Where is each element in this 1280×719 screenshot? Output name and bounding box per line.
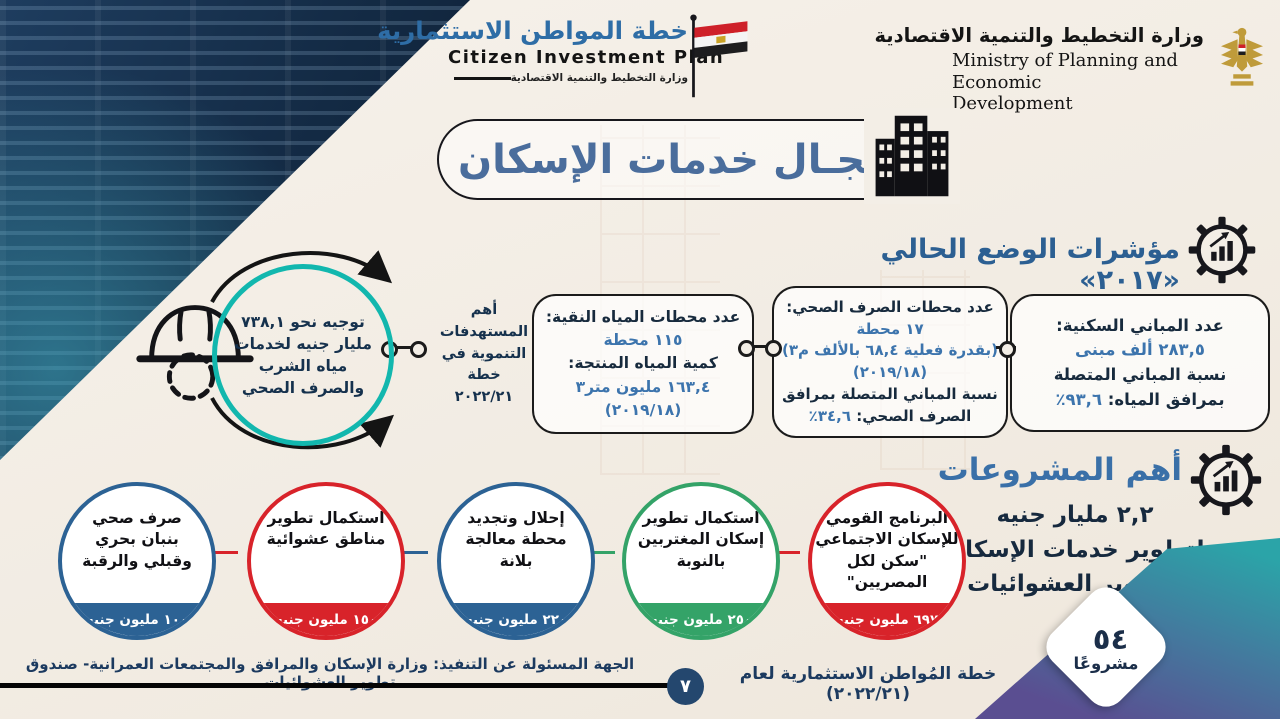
box-line: ١٧ محطة bbox=[856, 319, 924, 338]
projects-heading: أهم المشروعات bbox=[937, 452, 1182, 488]
building-icon bbox=[864, 108, 960, 204]
funding-circle: توجيه نحو ٧٣٨,١ مليار جنيه لخدمات مياه ا… bbox=[212, 264, 394, 446]
brand-left-subtitle-row: وزارة التخطيط والتنمية الاقتصادية bbox=[448, 72, 688, 84]
indicator-box-buildings: عدد المباني السكنية: ٢٨٣,٥ ألف مبنى نسبة… bbox=[1010, 294, 1270, 432]
box-line-value: ٣٤,٦٪ bbox=[808, 406, 851, 425]
footer-divider bbox=[0, 683, 670, 688]
project-name: صرف صحي بنبان بحري وقبلي والرقبة bbox=[82, 509, 192, 570]
box-line: (٢٠١٩/١٨) bbox=[604, 400, 682, 419]
connector-ring bbox=[738, 340, 755, 357]
project-circle-nubia-housing: استكمال تطوير إسكان المغتربين بالنوبة ٢٥… bbox=[622, 482, 780, 640]
egypt-flag-icon bbox=[688, 12, 752, 102]
brand-right-title-en: Ministry of Planning and Economic Develo… bbox=[952, 50, 1178, 115]
box-line: الصرف الصحي: ٣٤,٦٪ bbox=[774, 406, 1006, 428]
badge-content: ٥٤ مشروعًا bbox=[1058, 599, 1154, 695]
page-title: مجـال خدمات الإسكان bbox=[457, 136, 890, 183]
project-cost: ٢٢٠ مليون جنيه bbox=[441, 603, 591, 636]
projects-count-badge: ٥٤ مشروعًا bbox=[1038, 579, 1174, 715]
box-line-label: بمرافق المياه: bbox=[1107, 389, 1225, 409]
eagle-icon bbox=[1214, 24, 1270, 115]
page-title-pill: مجـال خدمات الإسكان bbox=[437, 119, 911, 200]
connector-ring bbox=[765, 340, 782, 357]
project-cost: ٢٥٠ مليون جنيه bbox=[626, 603, 776, 636]
gear-chart-icon bbox=[1186, 214, 1258, 290]
project-circle-informal-areas: استكمال تطوير مناطق عشوائية ١٥٠ مليون جن… bbox=[247, 482, 405, 640]
project-name: استكمال تطوير إسكان المغتربين بالنوبة bbox=[637, 509, 765, 570]
box-line: عدد محطات الصرف الصحي: bbox=[786, 297, 994, 316]
box-line-value: ٩٣,٦٪ bbox=[1055, 389, 1103, 409]
brand-right-title-ar: وزارة التخطيط والتنمية الاقتصادية bbox=[874, 24, 1204, 47]
box-line: (٢٠١٩/١٨) bbox=[852, 363, 928, 381]
targets-note: أهم المستهدفات التنموية في خطة ٢٠٢٢/٢١ bbox=[439, 302, 529, 405]
project-cost: ١٥٠ مليون جنيه bbox=[251, 603, 401, 636]
badge-value: ٥٤ bbox=[1092, 621, 1129, 656]
box-line: عدد المباني السكنية: bbox=[1056, 315, 1224, 335]
project-name: البرنامج القومي للإسكان الاجتماعي "سكن ل… bbox=[815, 509, 959, 592]
connector-ring bbox=[410, 341, 427, 358]
connector bbox=[738, 340, 782, 357]
box-line-label: الصرف الصحي: bbox=[856, 406, 972, 425]
page-number-badge: ٧ bbox=[667, 668, 704, 705]
project-circle-balana-plant: إحلال وتجديد محطة معالجة بلانة ٢٢٠ مليون… bbox=[437, 482, 595, 640]
brand-right-text: وزارة التخطيط والتنمية الاقتصادية Minist… bbox=[874, 24, 1204, 115]
brand-left: خطة المواطن الاستثمارية Citizen Investme… bbox=[377, 16, 725, 84]
curved-arrows-icon bbox=[192, 232, 406, 472]
box-line: نسبة المباني المتصلة بمرافق bbox=[782, 384, 998, 403]
project-name: استكمال تطوير مناطق عشوائية bbox=[266, 509, 386, 549]
project-circle-social-housing: البرنامج القومي للإسكان الاجتماعي "سكن ل… bbox=[808, 482, 966, 640]
brand-left-title-ar: خطة المواطن الاستثمارية bbox=[377, 16, 688, 45]
box-line: (بقدرة فعلية ٦٨,٤ بالألف م٣) bbox=[781, 341, 999, 360]
project-name: إحلال وتجديد محطة معالجة بلانة bbox=[465, 509, 567, 570]
gear-chart-icon-2 bbox=[1188, 442, 1264, 522]
indicators-heading: مؤشرات الوضع الحالي «٢٠١٧» bbox=[880, 234, 1180, 296]
brand-rule bbox=[454, 76, 511, 80]
box-line: عدد محطات المياه النقية: bbox=[545, 307, 741, 326]
box-line: نسبة المباني المتصلة bbox=[1053, 365, 1227, 384]
box-line: كمية المياه المنتجة: bbox=[568, 354, 718, 373]
box-line: ١١٥ محطة bbox=[603, 331, 683, 350]
box-line: بمرافق المياه: ٩٣,٦٪ bbox=[1012, 388, 1268, 413]
indicator-box-sanitation: عدد محطات الصرف الصحي: ١٧ محطة (بقدرة فع… bbox=[772, 286, 1008, 438]
brand-left-title-en: Citizen Investment Plan bbox=[448, 47, 725, 68]
footer-plan-title: خطة المُواطن الاستثمارية لعام (٢٠٢٢/٢١) bbox=[739, 664, 997, 704]
project-circle-benban-sanitation: صرف صحي بنبان بحري وقبلي والرقبة ١٠٠ ملي… bbox=[58, 482, 216, 640]
project-cost: ١٠٠ مليون جنيه bbox=[62, 603, 212, 636]
connector-ring bbox=[999, 341, 1016, 358]
project-cost: ٦٩٧ مليون جنيه bbox=[812, 603, 962, 636]
badge-label: مشروعًا bbox=[1073, 653, 1139, 673]
brand-left-subtitle: وزارة التخطيط والتنمية الاقتصادية bbox=[510, 72, 688, 84]
box-line: ٢٨٣,٥ ألف مبنى bbox=[1075, 340, 1205, 360]
connector bbox=[996, 341, 1016, 358]
box-line: ١٦٣,٤ مليون متر٣ bbox=[575, 377, 711, 396]
brand-right: وزارة التخطيط والتنمية الاقتصادية Minist… bbox=[874, 24, 1272, 115]
indicator-box-water: عدد محطات المياه النقية: ١١٥ محطة كمية ا… bbox=[532, 294, 754, 434]
